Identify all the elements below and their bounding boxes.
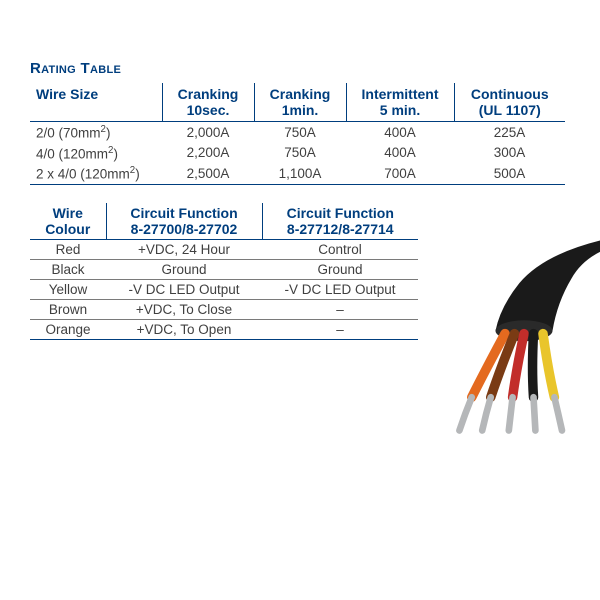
rating-row: 4/0 (120mm2) 2,200A 750A 400A 300A bbox=[30, 143, 565, 164]
colour-header-fn2: Circuit Function 8-27712/8-27714 bbox=[262, 203, 418, 240]
rating-header-wire: Wire Size bbox=[30, 83, 162, 122]
colour-row: Yellow -V DC LED Output -V DC LED Output bbox=[30, 279, 418, 299]
rating-table: Wire Size Cranking 10sec. Cranking 1min.… bbox=[30, 83, 565, 185]
colour-row: Red +VDC, 24 Hour Control bbox=[30, 239, 418, 259]
colour-row: Black Ground Ground bbox=[30, 259, 418, 279]
rating-header-crank1: Cranking 1min. bbox=[254, 83, 346, 122]
rating-header-intermittent: Intermittent 5 min. bbox=[346, 83, 454, 122]
black-strand bbox=[534, 397, 536, 430]
rating-header-crank10: Cranking 10sec. bbox=[162, 83, 254, 122]
colour-table: Wire Colour Circuit Function 8-27700/8-2… bbox=[30, 203, 418, 340]
colour-header-fn1: Circuit Function 8-27700/8-27702 bbox=[106, 203, 262, 240]
brown-strand bbox=[482, 397, 491, 430]
section-title: Rating Table bbox=[30, 60, 580, 77]
yellow-wire bbox=[543, 334, 554, 398]
colour-row: Orange +VDC, To Open – bbox=[30, 319, 418, 339]
rating-row: 2/0 (70mm2) 2,000A 750A 400A 225A bbox=[30, 122, 565, 143]
yellow-strand bbox=[554, 397, 562, 430]
cable-jacket bbox=[496, 241, 600, 331]
rating-header-continuous: Continuous (UL 1107) bbox=[454, 83, 565, 122]
rating-row: 2 x 4/0 (120mm2) 2,500A 1,100A 700A 500A bbox=[30, 163, 565, 184]
colour-row: Brown +VDC, To Close – bbox=[30, 299, 418, 319]
orange-strand bbox=[459, 397, 471, 430]
wire-group bbox=[459, 334, 562, 431]
red-strand bbox=[509, 397, 513, 430]
cable-illustration bbox=[410, 235, 600, 455]
black-wire bbox=[533, 334, 534, 398]
colour-header-wire: Wire Colour bbox=[30, 203, 106, 240]
